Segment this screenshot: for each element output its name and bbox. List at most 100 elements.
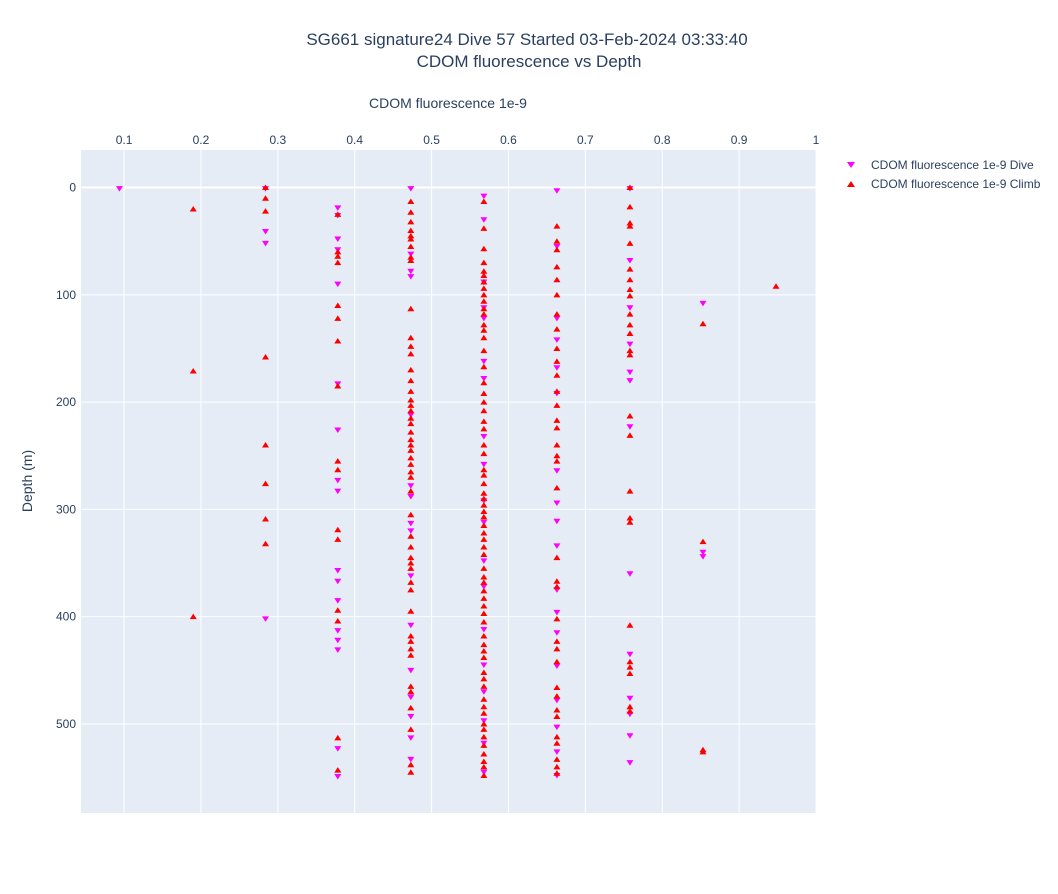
climb-point[interactable] xyxy=(626,664,634,670)
climb-point[interactable] xyxy=(480,696,488,702)
climb-point[interactable] xyxy=(699,538,707,545)
dive-point[interactable] xyxy=(626,760,634,766)
climb-point[interactable] xyxy=(480,291,488,298)
dive-point[interactable] xyxy=(480,584,488,590)
climb-point[interactable] xyxy=(626,203,634,210)
climb-point[interactable] xyxy=(480,450,488,457)
climb-point[interactable] xyxy=(334,337,342,344)
climb-point[interactable] xyxy=(480,379,488,386)
dive-point[interactable] xyxy=(553,468,561,474)
climb-point[interactable] xyxy=(334,458,342,464)
climb-point[interactable] xyxy=(407,454,415,461)
climb-point[interactable] xyxy=(626,514,634,521)
climb-point[interactable] xyxy=(626,703,634,710)
climb-point[interactable] xyxy=(553,442,561,448)
climb-point[interactable] xyxy=(407,511,415,518)
climb-point[interactable] xyxy=(407,257,415,264)
dive-point[interactable] xyxy=(407,186,415,192)
dive-point[interactable] xyxy=(334,477,342,484)
climb-point[interactable] xyxy=(553,452,561,459)
dive-point[interactable] xyxy=(334,647,342,653)
climb-point[interactable] xyxy=(407,474,415,480)
climb-point[interactable] xyxy=(480,587,488,594)
climb-point[interactable] xyxy=(626,184,634,191)
climb-point[interactable] xyxy=(334,383,342,389)
climb-point[interactable] xyxy=(407,560,415,566)
climb-point[interactable] xyxy=(480,543,488,550)
climb-point[interactable] xyxy=(553,311,561,317)
dive-point[interactable] xyxy=(407,483,415,489)
dive-point[interactable] xyxy=(334,637,342,644)
climb-point[interactable] xyxy=(480,641,488,648)
climb-point[interactable] xyxy=(407,608,415,614)
dive-point[interactable] xyxy=(626,258,634,264)
climb-point[interactable] xyxy=(553,615,561,622)
climb-point[interactable] xyxy=(626,622,634,628)
dive-point[interactable] xyxy=(407,274,415,280)
climb-point[interactable] xyxy=(626,658,634,665)
dive-point[interactable] xyxy=(262,229,270,235)
climb-point[interactable] xyxy=(334,315,342,321)
dive-point[interactable] xyxy=(262,616,270,622)
climb-point[interactable] xyxy=(262,540,270,547)
climb-point[interactable] xyxy=(407,429,415,435)
climb-point[interactable] xyxy=(553,246,561,253)
climb-point[interactable] xyxy=(626,321,634,328)
climb-point[interactable] xyxy=(334,211,342,217)
dive-point[interactable] xyxy=(480,315,488,322)
dive-point[interactable] xyxy=(626,378,634,384)
climb-point[interactable] xyxy=(480,632,488,639)
climb-point[interactable] xyxy=(407,468,415,475)
climb-point[interactable] xyxy=(407,350,415,357)
dive-point[interactable] xyxy=(626,341,634,348)
dive-point[interactable] xyxy=(553,609,561,616)
dive-point[interactable] xyxy=(480,376,488,382)
climb-point[interactable] xyxy=(407,688,415,695)
climb-point[interactable] xyxy=(480,513,488,520)
climb-point[interactable] xyxy=(553,417,561,423)
climb-point[interactable] xyxy=(553,763,561,770)
climb-point[interactable] xyxy=(626,708,634,714)
legend-item-climb[interactable]: CDOM fluorescence 1e-9 Climb xyxy=(847,177,1041,191)
climb-point[interactable] xyxy=(480,508,488,515)
climb-point[interactable] xyxy=(553,402,561,408)
climb-point[interactable] xyxy=(553,583,561,590)
climb-point[interactable] xyxy=(407,554,415,561)
climb-point[interactable] xyxy=(480,726,488,732)
climb-point[interactable] xyxy=(699,748,707,755)
climb-point[interactable] xyxy=(407,769,415,775)
climb-point[interactable] xyxy=(553,658,561,665)
dive-point[interactable] xyxy=(553,749,561,755)
climb-point[interactable] xyxy=(480,225,488,231)
climb-point[interactable] xyxy=(626,240,634,246)
climb-point[interactable] xyxy=(262,208,270,214)
climb-point[interactable] xyxy=(553,713,561,719)
climb-point[interactable] xyxy=(407,232,415,239)
dive-point[interactable] xyxy=(480,358,488,365)
climb-point[interactable] xyxy=(553,424,561,431)
climb-point[interactable] xyxy=(480,245,488,252)
climb-point[interactable] xyxy=(480,683,488,689)
climb-point[interactable] xyxy=(262,442,270,448)
climb-point[interactable] xyxy=(626,286,634,292)
dive-point[interactable] xyxy=(626,651,634,658)
climb-point[interactable] xyxy=(480,595,488,601)
dive-point[interactable] xyxy=(334,427,342,434)
climb-point[interactable] xyxy=(480,390,488,397)
climb-point[interactable] xyxy=(407,652,415,658)
climb-point[interactable] xyxy=(189,368,197,374)
dive-point[interactable] xyxy=(334,578,342,585)
climb-point[interactable] xyxy=(480,480,488,487)
dive-point[interactable] xyxy=(480,689,488,695)
climb-point[interactable] xyxy=(407,447,415,453)
climb-point[interactable] xyxy=(480,198,488,204)
climb-point[interactable] xyxy=(407,402,415,408)
dive-point[interactable] xyxy=(407,694,415,701)
climb-point[interactable] xyxy=(772,283,780,289)
climb-point[interactable] xyxy=(480,425,488,432)
climb-point[interactable] xyxy=(480,669,488,675)
climb-point[interactable] xyxy=(480,720,488,727)
climb-point[interactable] xyxy=(480,327,488,333)
dive-point[interactable] xyxy=(334,628,342,634)
climb-point[interactable] xyxy=(334,466,342,473)
